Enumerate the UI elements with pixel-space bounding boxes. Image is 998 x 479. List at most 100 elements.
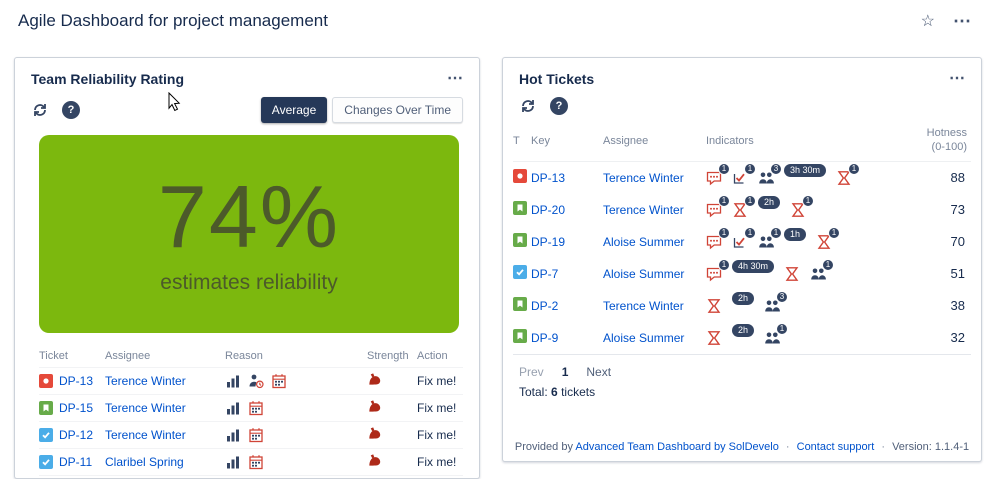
more-options-icon[interactable]: ⋯	[953, 11, 972, 31]
comment-icon: 1	[706, 258, 730, 282]
hourglass-icon: 1	[732, 194, 756, 218]
calendar-icon	[248, 400, 264, 416]
hotness-value: 70	[950, 234, 965, 249]
col-header-ticket: Ticket	[39, 350, 68, 362]
ticket-key-link[interactable]: DP-7	[531, 266, 559, 281]
check-icon: 1	[732, 226, 756, 250]
col-header-hotness: Hotness (0-100)	[909, 127, 971, 155]
refresh-icon[interactable]	[519, 97, 537, 115]
panel-title: Team Reliability Rating	[31, 71, 184, 87]
assignee-link[interactable]: Aloise Summer	[603, 330, 685, 345]
col-header-indicators: Indicators	[706, 134, 754, 147]
ticket-key-link[interactable]: DP-12	[59, 428, 94, 442]
ticket-key-link[interactable]: DP-11	[59, 455, 93, 469]
footer-provided-by: Provided by	[514, 441, 573, 453]
panel-more-icon[interactable]: ⋯	[447, 70, 463, 87]
reliability-table-row: DP-15 Terence Winter Fix me!	[39, 394, 463, 421]
count-badge: 1	[822, 258, 835, 271]
people-icon: 3	[764, 290, 789, 314]
help-icon[interactable]: ?	[550, 97, 568, 115]
hot-ticket-row: DP-19 Aloise Summer 1 1 1 1h 1 70	[513, 226, 971, 258]
footer-support-link[interactable]: Contact support	[796, 441, 875, 453]
ticket-key-link[interactable]: DP-19	[531, 234, 566, 249]
count-badge: 1	[718, 258, 730, 271]
total-label: Total:	[519, 384, 548, 399]
hourglass-icon: 1	[836, 162, 861, 186]
ticket-key-link[interactable]: DP-13	[531, 170, 566, 185]
hot-ticket-row: DP-2 Terence Winter 2h 3 38	[513, 290, 971, 322]
ticket-key-link[interactable]: DP-9	[531, 330, 559, 345]
assignee-link[interactable]: Terence Winter	[105, 401, 186, 415]
strength-icon	[367, 399, 383, 415]
bug-type-icon	[513, 169, 527, 183]
comment-icon: 1	[706, 226, 730, 250]
strength-icon	[367, 372, 383, 388]
team-reliability-rating-panel: Team Reliability Rating ⋯ ? Average Chan…	[14, 57, 480, 479]
task-type-icon	[39, 428, 53, 442]
time-in-status-badge: 2h	[732, 324, 755, 337]
comment-icon: 1	[706, 194, 730, 218]
fix-me-link[interactable]: Fix me!	[417, 374, 457, 388]
total-count: 6	[551, 384, 558, 399]
story-type-icon	[513, 297, 527, 311]
people-icon: 1	[810, 258, 835, 282]
refresh-icon[interactable]	[31, 101, 49, 119]
col-header-assignee: Assignee	[105, 350, 151, 362]
story-type-icon	[39, 401, 53, 415]
assignee-link[interactable]: Terence Winter	[603, 202, 684, 217]
hotness-value: 38	[950, 298, 965, 313]
col-header-reason: Reason	[225, 350, 263, 362]
page-header: Agile Dashboard for project management ☆…	[0, 0, 998, 42]
hot-tickets-table: T Key Assignee Indicators Hotness (0-100…	[513, 123, 971, 355]
count-badge: 1	[802, 194, 815, 207]
footer-separator: ·	[881, 441, 886, 453]
fix-me-link[interactable]: Fix me!	[417, 455, 457, 469]
col-header-strength: Strength	[367, 350, 409, 362]
count-badge: 1	[770, 226, 782, 239]
story-type-icon	[513, 233, 527, 247]
bar-chart-icon	[225, 400, 241, 416]
assignee-link[interactable]: Aloise Summer	[603, 266, 685, 281]
assignee-link[interactable]: Aloise Summer	[603, 234, 685, 249]
assignee-link[interactable]: Terence Winter	[603, 170, 684, 185]
reliability-gauge: 74% estimates reliability	[39, 135, 459, 333]
footer-dashboard-link[interactable]: Advanced Team Dashboard by SolDevelo	[575, 441, 779, 453]
ticket-key-link[interactable]: DP-2	[531, 298, 559, 313]
assignee-link[interactable]: Terence Winter	[105, 374, 186, 388]
panel-footer: Provided by Advanced Team Dashboard by S…	[503, 441, 981, 453]
calendar-icon	[248, 454, 264, 470]
task-type-icon	[39, 455, 53, 469]
fix-me-link[interactable]: Fix me!	[417, 401, 457, 415]
ticket-key-link[interactable]: DP-20	[531, 202, 566, 217]
people-icon: 1	[758, 226, 782, 250]
favorite-star-icon[interactable]: ☆	[920, 13, 935, 30]
pagination-page-1[interactable]: 1	[561, 364, 569, 379]
pagination-prev[interactable]: Prev	[519, 364, 544, 379]
people-icon: 3	[758, 162, 782, 186]
reliability-caption: estimates reliability	[160, 271, 338, 294]
panel-more-icon[interactable]: ⋯	[949, 70, 965, 87]
story-type-icon	[513, 201, 527, 215]
assignee-link[interactable]: Claribel Spring	[105, 455, 184, 469]
hotness-label-line2: (0-100)	[931, 140, 967, 153]
comment-icon: 1	[706, 162, 730, 186]
fix-me-link[interactable]: Fix me!	[417, 428, 457, 442]
changes-over-time-toggle-button[interactable]: Changes Over Time	[332, 97, 463, 123]
hourglass-icon	[706, 298, 722, 314]
count-badge: 1	[828, 226, 841, 239]
time-in-status-badge: 1h	[784, 228, 807, 241]
pagination-next[interactable]: Next	[586, 364, 612, 379]
ticket-key-link[interactable]: DP-13	[59, 374, 94, 388]
average-toggle-button[interactable]: Average	[260, 97, 328, 123]
hot-ticket-row: DP-7 Aloise Summer 1 4h 30m 1 51	[513, 258, 971, 290]
ticket-key-link[interactable]: DP-15	[59, 401, 94, 415]
bar-chart-icon	[225, 373, 241, 389]
assignee-link[interactable]: Terence Winter	[105, 428, 186, 442]
panel-title: Hot Tickets	[519, 71, 595, 87]
reliability-percentage: 74%	[157, 167, 341, 266]
count-badge: 1	[718, 162, 730, 175]
help-icon[interactable]: ?	[62, 101, 80, 119]
assignee-link[interactable]: Terence Winter	[603, 298, 684, 313]
reliability-table-row: DP-12 Terence Winter Fix me!	[39, 421, 463, 448]
hot-ticket-row: DP-9 Aloise Summer 2h 1 32	[513, 322, 971, 354]
